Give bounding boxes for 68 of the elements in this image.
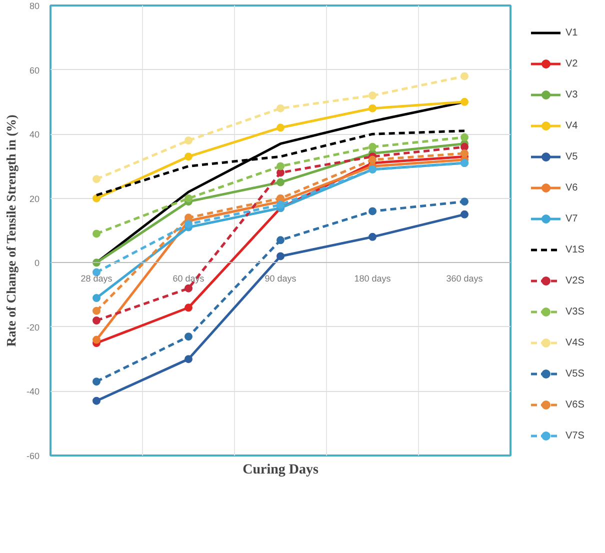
- point: [368, 142, 376, 151]
- x-tick-label: 60 days: [172, 274, 205, 284]
- point: [460, 72, 468, 80]
- y-tick-label: -20: [26, 322, 40, 332]
- point: [460, 133, 468, 142]
- x-tick-label: 28 days: [80, 274, 113, 284]
- x-tick-label: 180 days: [354, 274, 392, 284]
- point: [276, 194, 284, 202]
- legend-label: V7: [566, 213, 579, 224]
- x-tick-label: 90 days: [264, 274, 297, 284]
- legend-label: V4: [566, 120, 579, 131]
- point: [92, 396, 100, 405]
- point: [368, 232, 376, 241]
- point: [184, 194, 192, 202]
- point: [92, 336, 100, 344]
- point: [276, 168, 284, 177]
- point: [276, 252, 284, 260]
- point: [92, 175, 100, 184]
- point: [460, 98, 468, 106]
- legend-label: V4S: [566, 337, 586, 348]
- x-axis-title: Curing Days: [242, 462, 319, 478]
- legend-label: V2S: [566, 275, 586, 286]
- point: [184, 214, 192, 222]
- point: [184, 220, 192, 228]
- legend-label: V6: [566, 182, 579, 193]
- point: [368, 156, 376, 164]
- point: [276, 178, 284, 186]
- point: [92, 316, 100, 324]
- legend-label: V5S: [566, 368, 586, 379]
- legend-label: V1S: [566, 244, 586, 255]
- legend-label: V3S: [566, 306, 586, 317]
- point: [184, 355, 192, 364]
- point: [92, 230, 100, 238]
- point: [276, 200, 284, 209]
- point: [276, 162, 284, 170]
- y-tick-label: 0: [34, 258, 40, 268]
- y-tick-label: 20: [29, 194, 40, 204]
- point: [368, 92, 376, 100]
- y-axis-title: Rate of Change of Tensile Strength in (%): [3, 114, 18, 347]
- point: [184, 332, 192, 341]
- y-tick-label: -60: [26, 451, 40, 461]
- point: [276, 236, 284, 244]
- y-tick-label: 40: [29, 130, 40, 140]
- legend-label: V5: [566, 151, 579, 162]
- legend-label: V2: [566, 58, 579, 69]
- y-tick-label: -40: [26, 386, 40, 397]
- x-tick-label: 360 days: [446, 274, 484, 284]
- point: [276, 124, 284, 132]
- point: [184, 136, 192, 144]
- point: [460, 210, 468, 218]
- point: [184, 284, 192, 292]
- point: [460, 198, 468, 206]
- point: [92, 306, 100, 315]
- point: [184, 152, 192, 161]
- point: [368, 207, 376, 216]
- y-tick-label: 80: [29, 1, 40, 11]
- legend-label: V6S: [566, 399, 586, 410]
- point: [368, 104, 376, 112]
- legend-label: V3: [566, 89, 579, 100]
- point: [276, 104, 284, 112]
- point: [92, 378, 100, 386]
- point: [184, 304, 192, 312]
- point: [460, 142, 468, 151]
- legend-label: V7S: [566, 430, 586, 441]
- point: [92, 194, 100, 202]
- y-tick-label: 60: [29, 65, 40, 76]
- legend-label: V1: [566, 27, 579, 38]
- point: [92, 294, 100, 302]
